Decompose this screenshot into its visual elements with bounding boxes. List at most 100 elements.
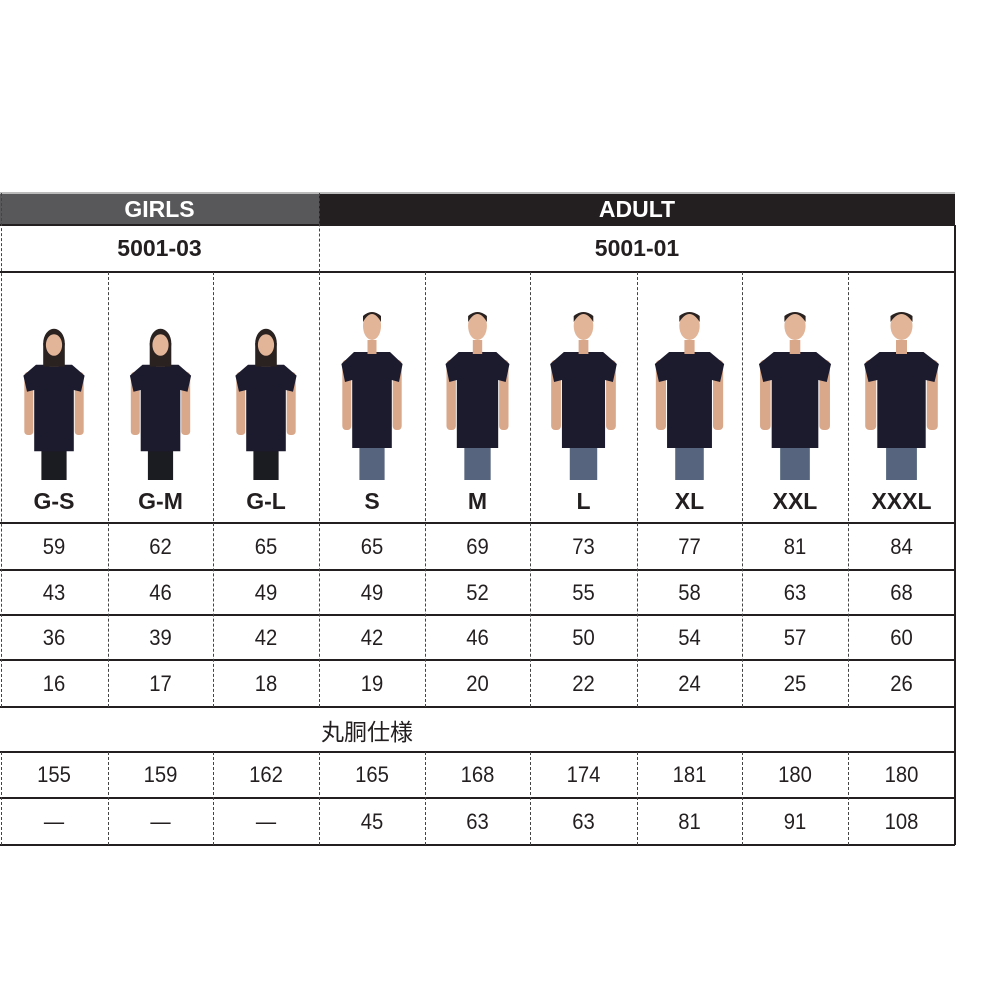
column-divider bbox=[213, 272, 214, 707]
table-cell-text: 181 bbox=[672, 762, 707, 787]
table-cell-text: 84 bbox=[890, 533, 913, 559]
size-label: XXXL bbox=[848, 480, 955, 523]
table-cell: 55 bbox=[534, 570, 632, 615]
row-divider bbox=[0, 192, 955, 194]
model-photo-figure bbox=[864, 312, 939, 480]
round-body-note: 丸胴仕様 bbox=[319, 707, 955, 752]
table-cell: 26 bbox=[852, 660, 950, 707]
table-cell: 42 bbox=[323, 615, 421, 660]
table-cell-text: 19 bbox=[360, 670, 384, 696]
model-adult: 5001-01 bbox=[319, 225, 955, 272]
table-cell: 20 bbox=[429, 660, 526, 707]
table-cell-text: 60 bbox=[890, 624, 913, 650]
table-cell-text: 91 bbox=[783, 808, 807, 834]
table-cell-text: — bbox=[255, 808, 277, 834]
table-cell: 180 bbox=[746, 752, 844, 798]
size-label: M bbox=[425, 480, 530, 523]
table-cell-text: 49 bbox=[254, 579, 278, 605]
table-cell: 68 bbox=[852, 570, 950, 615]
model-photo-figure bbox=[129, 328, 192, 480]
model-photo-figure bbox=[550, 312, 617, 480]
row-divider bbox=[0, 844, 955, 846]
table-cell: 84 bbox=[852, 523, 950, 570]
table-cell-text: 69 bbox=[466, 533, 489, 559]
column-divider bbox=[108, 752, 109, 845]
table-cell-text: 42 bbox=[360, 624, 384, 650]
table-cell: 165 bbox=[323, 752, 421, 798]
size-label-text: G-L bbox=[246, 488, 286, 514]
model-photo bbox=[213, 272, 319, 480]
table-cell: 65 bbox=[217, 523, 315, 570]
table-cell: 63 bbox=[429, 798, 526, 845]
table-cell-text: 159 bbox=[143, 762, 178, 787]
table-cell: 174 bbox=[534, 752, 632, 798]
model-photo-figure bbox=[654, 312, 725, 480]
size-label: G-S bbox=[0, 480, 108, 523]
table-cell: 180 bbox=[852, 752, 950, 798]
table-cell: 62 bbox=[112, 523, 209, 570]
table-cell: 155 bbox=[4, 752, 103, 798]
header-girls-text: GIRLS bbox=[124, 195, 195, 222]
table-cell-text: 65 bbox=[254, 533, 278, 559]
table-cell: 49 bbox=[217, 570, 315, 615]
table-cell: 81 bbox=[641, 798, 738, 845]
size-label: S bbox=[319, 480, 425, 523]
table-cell: 77 bbox=[641, 523, 738, 570]
table-cell-text: 46 bbox=[149, 579, 172, 605]
table-cell: 57 bbox=[746, 615, 844, 660]
size-label: L bbox=[530, 480, 637, 523]
table-cell-text: 174 bbox=[566, 762, 601, 787]
round-body-note-text: 丸胴仕様 bbox=[321, 718, 413, 745]
table-cell-text: 65 bbox=[360, 533, 384, 559]
table-cell: 18 bbox=[217, 660, 315, 707]
table-cell-text: 39 bbox=[149, 624, 172, 650]
table-cell-text: 16 bbox=[42, 670, 66, 696]
size-label: G-M bbox=[108, 480, 213, 523]
table-cell-text: 50 bbox=[572, 624, 595, 650]
size-label-text: G-S bbox=[33, 488, 75, 514]
table-cell: 24 bbox=[641, 660, 738, 707]
column-divider bbox=[742, 272, 743, 707]
table-cell-text: 26 bbox=[890, 670, 913, 696]
table-cell-text: 165 bbox=[355, 762, 389, 787]
table-cell: 19 bbox=[323, 660, 421, 707]
column-divider bbox=[637, 272, 638, 707]
table-cell-text: 17 bbox=[149, 670, 172, 696]
model-photo bbox=[742, 272, 848, 480]
table-cell-text: 46 bbox=[466, 624, 489, 650]
row-divider bbox=[0, 569, 955, 571]
size-label-text: M bbox=[467, 488, 488, 514]
table-cell-text: 81 bbox=[678, 808, 701, 834]
column-divider bbox=[848, 752, 849, 845]
table-cell-text: 180 bbox=[884, 762, 919, 787]
row-divider bbox=[0, 271, 955, 273]
size-label: G-L bbox=[213, 480, 319, 523]
model-photo bbox=[637, 272, 742, 480]
table-cell-text: 63 bbox=[572, 808, 595, 834]
table-cell: 63 bbox=[534, 798, 632, 845]
table-cell: 49 bbox=[323, 570, 421, 615]
table-cell-text: 36 bbox=[42, 624, 66, 650]
table-cell: 181 bbox=[641, 752, 738, 798]
column-divider bbox=[530, 752, 531, 845]
column-divider bbox=[108, 272, 109, 707]
table-cell: 17 bbox=[112, 660, 209, 707]
header-adult-text: ADULT bbox=[598, 195, 676, 222]
table-cell-text: — bbox=[150, 808, 171, 834]
table-cell-text: 43 bbox=[42, 579, 66, 605]
table-cell: 36 bbox=[4, 615, 103, 660]
table-cell: 22 bbox=[534, 660, 632, 707]
table-cell: 91 bbox=[746, 798, 844, 845]
table-cell-text: 24 bbox=[678, 670, 701, 696]
column-divider bbox=[213, 752, 214, 845]
model-photo bbox=[530, 272, 637, 480]
model-adult-text: 5001-01 bbox=[594, 235, 680, 261]
table-cell: 73 bbox=[534, 523, 632, 570]
model-photo bbox=[0, 272, 108, 480]
table-cell-text: 18 bbox=[254, 670, 278, 696]
size-label: XXL bbox=[742, 480, 848, 523]
table-cell-text: 52 bbox=[466, 579, 489, 605]
header-adult: ADULT bbox=[319, 193, 955, 225]
size-label-text: L bbox=[576, 488, 591, 514]
table-cell-text: 180 bbox=[778, 762, 812, 787]
